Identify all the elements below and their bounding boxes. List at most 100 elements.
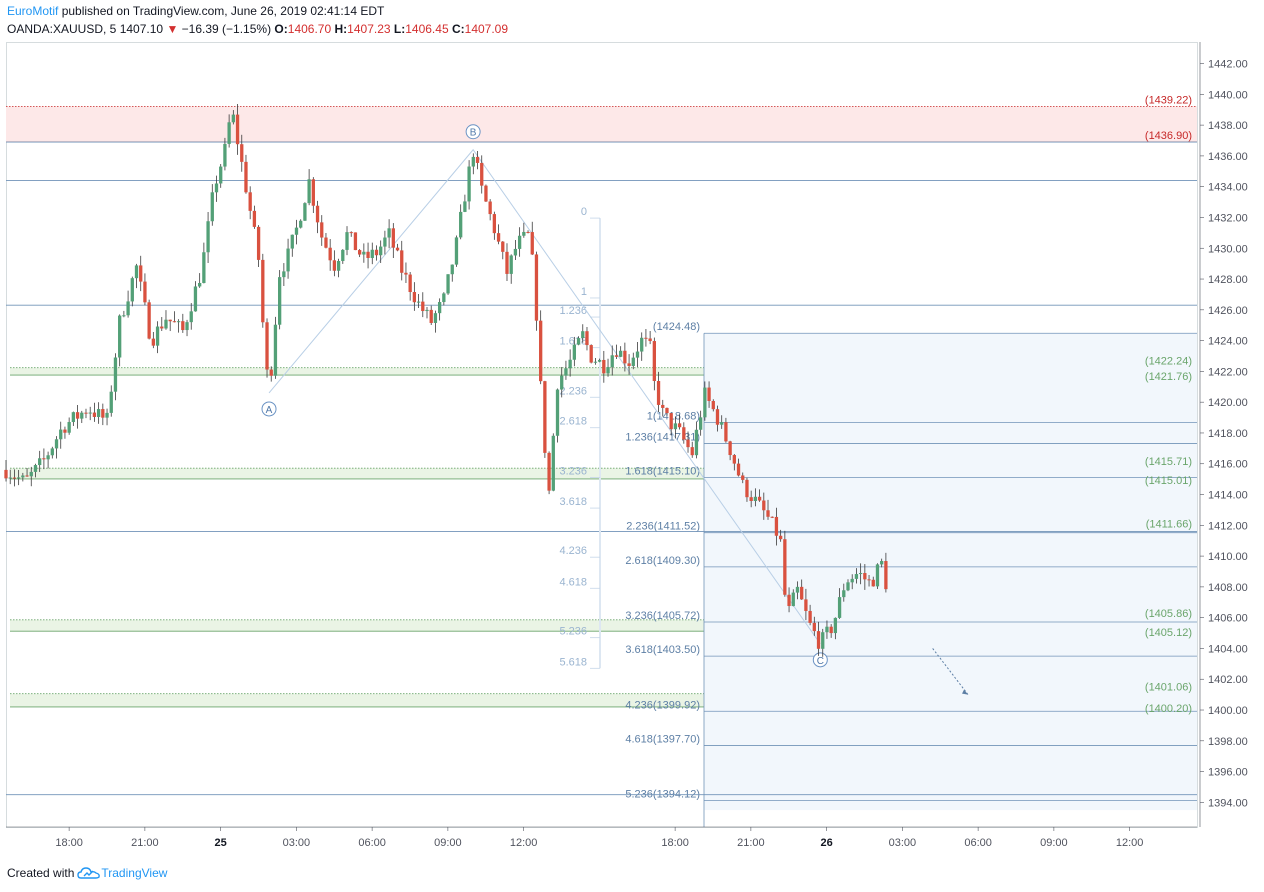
candle-down [770, 516, 774, 518]
fib-ratio-label: 1.236 [559, 305, 587, 317]
candle-up [875, 564, 880, 587]
candle-down [75, 412, 80, 419]
candle-up [858, 573, 863, 575]
candle-up [442, 293, 446, 303]
candle-up [278, 277, 282, 325]
candle-up [16, 477, 21, 479]
candle-down [677, 423, 682, 428]
candle-down [172, 321, 177, 323]
open-value: 1406.70 [287, 22, 332, 36]
candle-down [762, 500, 766, 511]
candle-up [631, 357, 635, 366]
candle-down [12, 477, 17, 479]
y-tick-label: 1408.00 [1208, 582, 1248, 594]
candle-up [210, 192, 214, 222]
candle-down [240, 144, 244, 162]
y-tick-label: 1418.00 [1208, 428, 1248, 440]
fib-ratio-label: 5.618 [559, 656, 587, 668]
candle-down [732, 455, 736, 464]
candle-up [459, 211, 463, 238]
y-tick-label: 1438.00 [1208, 120, 1248, 132]
candle-up [345, 232, 349, 250]
down-arrow-icon: ▼ [166, 22, 179, 36]
candle-up [560, 375, 564, 390]
candle-down [644, 337, 648, 339]
candle-down [715, 409, 720, 425]
open-label: O: [274, 22, 288, 36]
zone-2 [10, 468, 1197, 479]
wave-label-b: B [470, 128, 477, 139]
candle-up [467, 166, 471, 202]
x-tick-label: 21:00 [737, 837, 765, 849]
waves-layer: A B C [261, 124, 969, 695]
wave-abc-path [268, 148, 821, 645]
zone-label-bottom: (1400.20) [1145, 703, 1192, 715]
candle-down [374, 249, 379, 256]
created-with-text: Created with [7, 866, 75, 880]
candle-up [593, 361, 598, 363]
candle-up [576, 338, 581, 345]
candle-down [168, 319, 172, 322]
candle-up [21, 475, 25, 478]
tradingview-logo[interactable]: TradingView [77, 866, 167, 880]
high-value: 1407.23 [347, 22, 391, 36]
candle-up [155, 326, 160, 346]
candle-up [572, 344, 576, 360]
x-tick-label: 09:00 [1040, 837, 1068, 849]
candle-up [282, 271, 286, 278]
candle-up [219, 166, 223, 184]
fib-ratio-label: 3.618 [559, 496, 587, 508]
candle-up [379, 246, 383, 256]
candle-up [80, 412, 84, 419]
projection-arrow [932, 648, 969, 695]
zone-label-bottom: (1415.01) [1145, 475, 1192, 487]
candle-down [543, 381, 547, 453]
candle-down [652, 341, 656, 382]
candle-down [349, 232, 353, 234]
candle-up [336, 261, 341, 271]
plot-border [6, 42, 1198, 828]
candle-up [450, 264, 454, 275]
author-link[interactable]: EuroMotif [7, 4, 59, 18]
candle-down [143, 281, 147, 303]
candle-down [829, 626, 833, 634]
candle-up [8, 477, 12, 479]
candle-up [517, 235, 522, 249]
price-change: −16.39 (−1.15%) [181, 22, 272, 36]
candle-down [244, 161, 248, 193]
y-tick-label: 1432.00 [1208, 212, 1248, 224]
candle-down [505, 251, 509, 274]
symbol-label[interactable]: OANDA:XAUUSD, 5 [7, 22, 117, 36]
candle-down [400, 250, 404, 273]
candle-up [699, 417, 703, 430]
y-tick-label: 1428.00 [1208, 274, 1248, 286]
candle-up [387, 228, 391, 238]
candle-up [71, 412, 76, 423]
brand-text: TradingView [101, 866, 168, 880]
fib-ratios-layer: 011.2361.6182.2362.6183.2363.6184.2364.6… [559, 206, 601, 669]
candle-up [619, 350, 623, 357]
candle-down [816, 631, 821, 649]
axes-layer: 1442.00 1440.00 1438.00 1436.00 1434.00 1432.… [6, 42, 1248, 849]
candle-up [193, 286, 198, 312]
candle-down [147, 302, 151, 339]
candle-down [366, 251, 370, 258]
fib-extension-label: 1.236(1417.31) [625, 432, 700, 444]
candle-down [648, 338, 652, 342]
candle-down [741, 475, 745, 480]
fib-ratio-label: 2.618 [559, 416, 587, 428]
candle-up [189, 311, 193, 323]
candle-down [669, 413, 673, 430]
candle-down [328, 247, 332, 261]
candles-layer [4, 103, 888, 657]
candle-up [555, 389, 560, 436]
zone-label-bottom: (1421.76) [1145, 371, 1192, 383]
candle-down [269, 369, 273, 376]
candle-up [294, 227, 299, 235]
y-tick-label: 1406.00 [1208, 613, 1248, 625]
candle-up [425, 309, 429, 312]
y-tick-label: 1434.00 [1208, 182, 1248, 194]
low-label: L: [393, 22, 406, 36]
candle-down [665, 407, 669, 414]
